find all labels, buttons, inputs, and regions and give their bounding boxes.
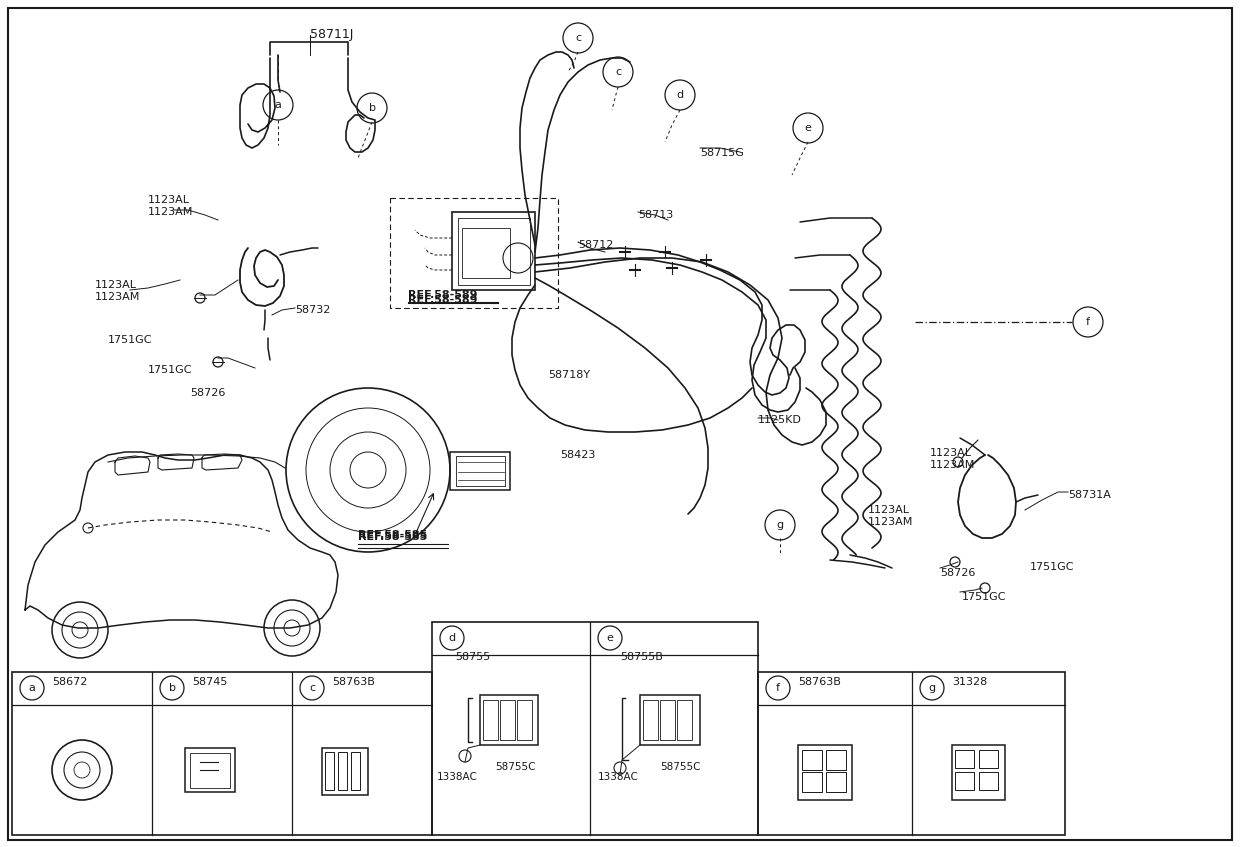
Bar — [802, 772, 822, 792]
Bar — [322, 748, 368, 795]
Bar — [660, 700, 675, 740]
Bar — [325, 752, 334, 790]
Bar — [453, 212, 534, 290]
Text: 58731A: 58731A — [1068, 490, 1111, 500]
Bar — [980, 772, 998, 790]
Text: 1125KD: 1125KD — [758, 415, 802, 425]
Text: 58745: 58745 — [192, 677, 227, 687]
Text: 58755C: 58755C — [660, 762, 701, 772]
Text: 58755C: 58755C — [495, 762, 536, 772]
Text: REF.58-589: REF.58-589 — [408, 295, 477, 305]
Bar — [480, 695, 538, 745]
Text: 58713: 58713 — [639, 210, 673, 220]
Bar — [517, 700, 532, 740]
Text: a: a — [274, 100, 281, 110]
Text: 1338AC: 1338AC — [598, 772, 639, 782]
Text: c: c — [309, 683, 315, 693]
Text: g: g — [776, 520, 784, 530]
Text: a: a — [29, 683, 36, 693]
Text: f: f — [1086, 317, 1090, 327]
Bar — [644, 700, 658, 740]
Text: e: e — [606, 633, 614, 643]
Bar — [185, 748, 236, 792]
Text: 58726: 58726 — [940, 568, 976, 578]
Text: 58726: 58726 — [190, 388, 226, 398]
Bar — [758, 672, 1065, 835]
Text: REF.58-589: REF.58-589 — [408, 290, 477, 300]
Text: 1123AL
1123AM: 1123AL 1123AM — [148, 195, 193, 218]
Bar — [826, 750, 846, 770]
Bar — [190, 753, 229, 788]
Text: d: d — [449, 633, 455, 643]
Bar — [12, 672, 432, 835]
Text: 58715G: 58715G — [701, 148, 744, 158]
Bar — [799, 745, 852, 800]
Bar — [456, 456, 505, 486]
Text: c: c — [615, 67, 621, 77]
Text: b: b — [368, 103, 376, 113]
Bar — [955, 750, 973, 768]
Bar — [952, 745, 1004, 800]
Text: 58712: 58712 — [578, 240, 614, 250]
Text: 1338AC: 1338AC — [436, 772, 477, 782]
Text: 1751GC: 1751GC — [108, 335, 153, 345]
Bar — [432, 622, 758, 835]
Bar — [826, 772, 846, 792]
Text: 58423: 58423 — [560, 450, 595, 460]
Text: 58755: 58755 — [455, 652, 490, 662]
Text: 58763B: 58763B — [799, 677, 841, 687]
Text: b: b — [169, 683, 176, 693]
Bar — [640, 695, 701, 745]
Text: e: e — [805, 123, 811, 133]
Bar — [955, 772, 973, 790]
Bar — [339, 752, 347, 790]
Bar — [980, 750, 998, 768]
Text: f: f — [776, 683, 780, 693]
Text: 58711J: 58711J — [310, 28, 353, 41]
Bar — [677, 700, 692, 740]
Text: 58763B: 58763B — [332, 677, 374, 687]
Text: 1751GC: 1751GC — [1030, 562, 1075, 572]
Bar — [500, 700, 515, 740]
Text: d: d — [677, 90, 683, 100]
Text: 1123AL
1123AM: 1123AL 1123AM — [930, 448, 976, 470]
Bar — [450, 452, 510, 490]
Bar — [484, 700, 498, 740]
Text: REF.58-585: REF.58-585 — [358, 532, 428, 542]
Text: 58732: 58732 — [295, 305, 330, 315]
Text: 58672: 58672 — [52, 677, 87, 687]
Text: 1123AL
1123AM: 1123AL 1123AM — [95, 280, 140, 302]
Text: 1751GC: 1751GC — [962, 592, 1007, 602]
Text: 58755B: 58755B — [620, 652, 663, 662]
Text: 58718Y: 58718Y — [548, 370, 590, 380]
Bar — [458, 218, 529, 285]
Text: 31328: 31328 — [952, 677, 987, 687]
Text: 1751GC: 1751GC — [148, 365, 192, 375]
Bar — [351, 752, 360, 790]
Text: g: g — [929, 683, 935, 693]
Bar — [463, 228, 510, 278]
Text: c: c — [575, 33, 582, 43]
Bar — [802, 750, 822, 770]
Text: REF.58-585: REF.58-585 — [358, 530, 428, 540]
Text: 1123AL
1123AM: 1123AL 1123AM — [868, 505, 914, 528]
